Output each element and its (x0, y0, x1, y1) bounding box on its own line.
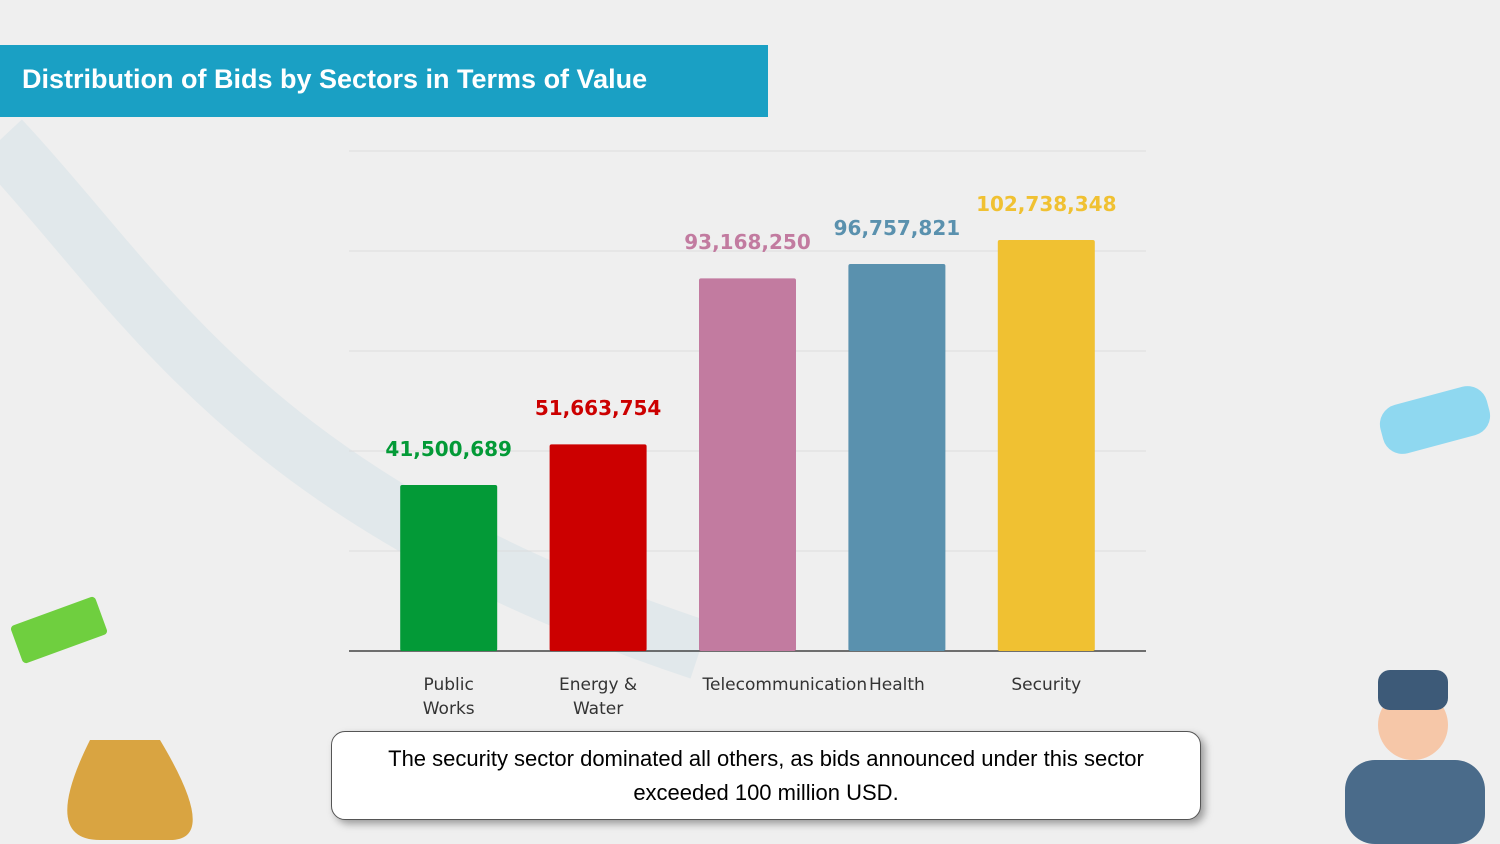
value-label: 93,168,250 (684, 230, 811, 255)
bar (699, 278, 796, 651)
money-icon (11, 596, 107, 664)
value-label: 51,663,754 (534, 396, 662, 421)
x-tick-label-box: Security (966, 673, 1126, 697)
money-bag-icon (67, 740, 193, 840)
value-label: 41,500,689 (385, 436, 512, 461)
annotation: The security sector dominated all others… (331, 731, 1201, 820)
x-tick-label: Health (868, 675, 925, 695)
x-tick-label: Telecommunication (702, 675, 868, 695)
decoration (0, 119, 710, 679)
camera-icon (1379, 386, 1491, 454)
x-tick-label: Security (1011, 675, 1082, 695)
bar (400, 484, 498, 651)
guard-cap (1378, 670, 1448, 710)
guard-icon (1345, 760, 1485, 844)
value-label: 96,757,821 (833, 215, 961, 240)
x-tick-label: Public Works (422, 675, 475, 719)
x-tick-label-box: Public Works (369, 673, 529, 721)
bar (997, 240, 1095, 651)
x-tick-label: Energy & Water (559, 675, 638, 719)
x-tick-label-box: Health (817, 673, 977, 697)
value-label: 102,738,348 (976, 192, 1117, 217)
x-tick-label-box: Energy & Water (518, 673, 678, 721)
bar (848, 263, 946, 651)
bar (549, 444, 647, 651)
x-tick-label-box: Telecommunication (668, 673, 868, 697)
slide-title: Distribution of Bids by Sectors in Terms… (0, 45, 768, 117)
